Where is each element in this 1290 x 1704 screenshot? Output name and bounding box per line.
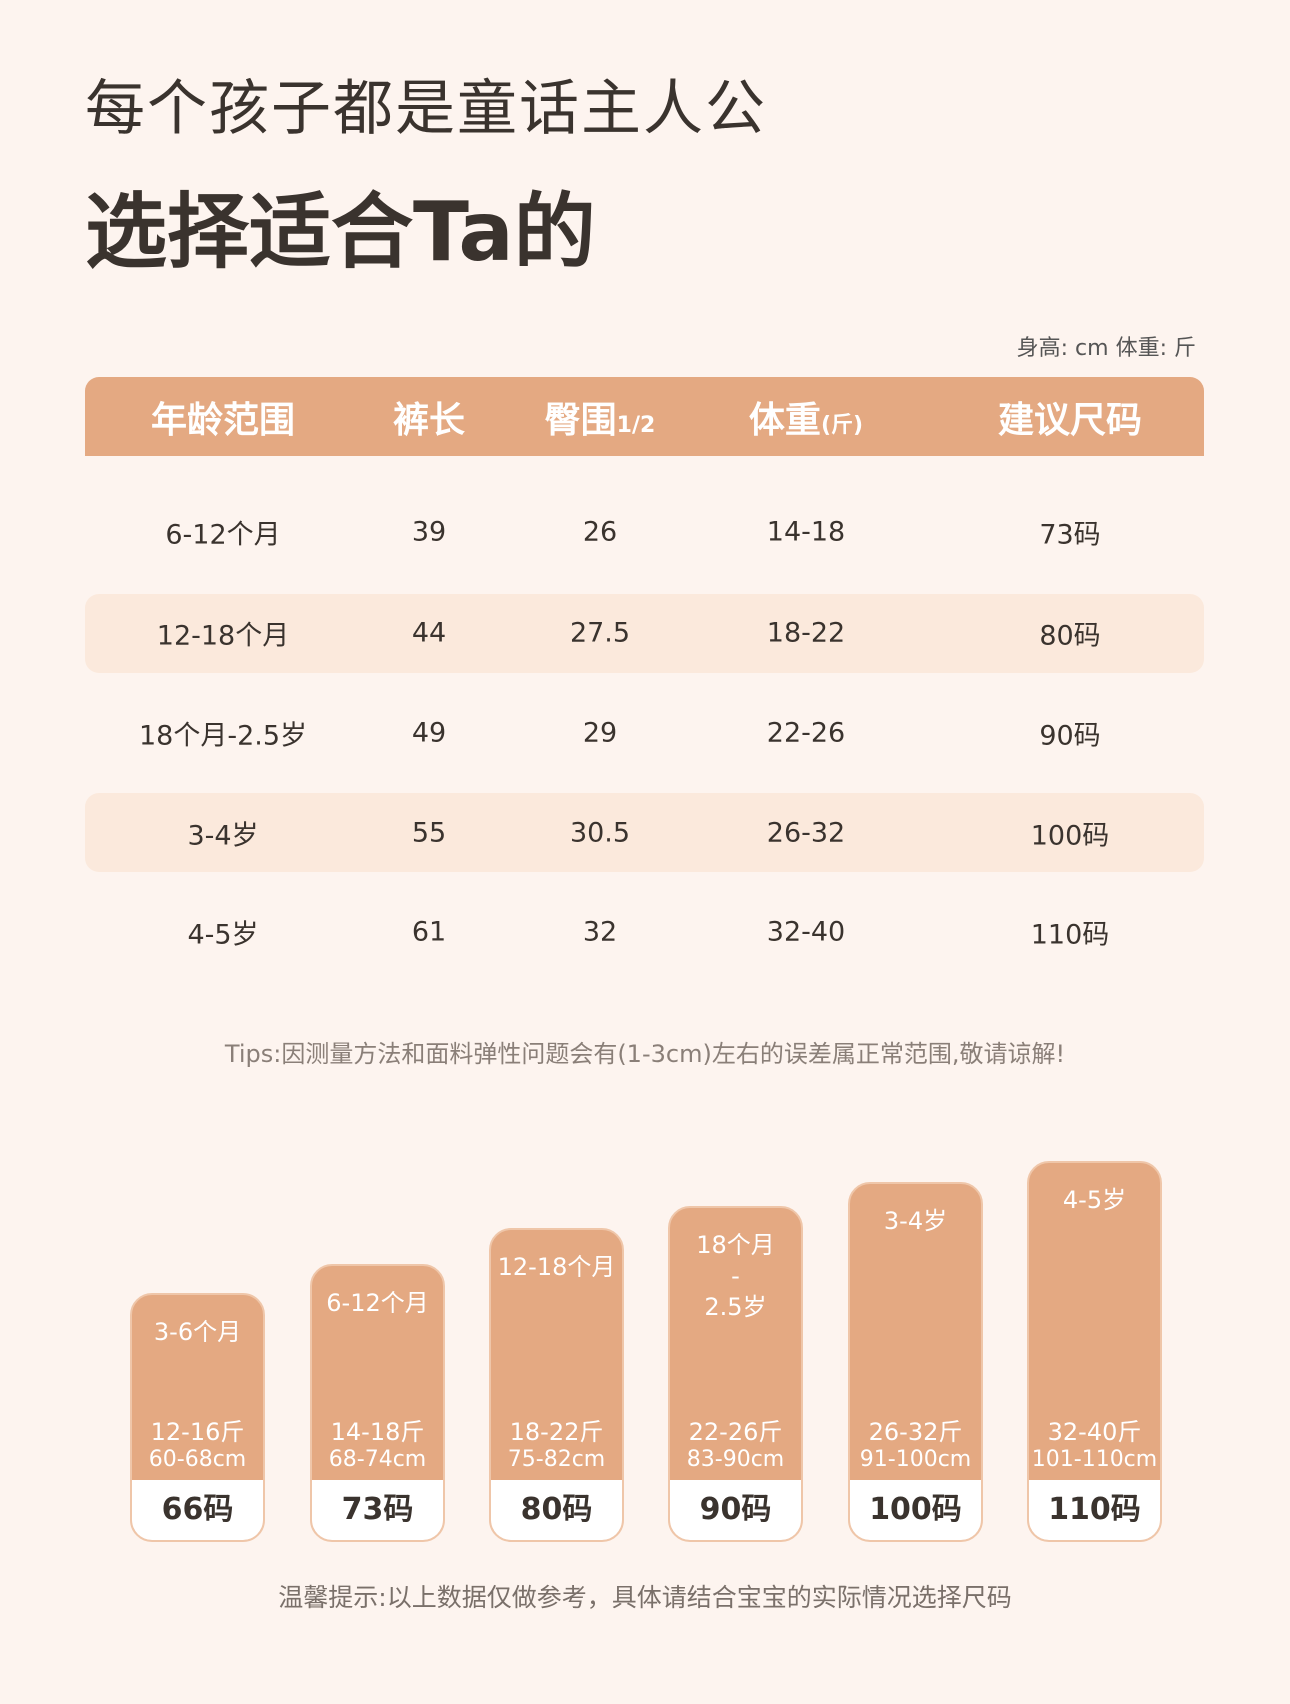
card-age: 18个月 - 2.5岁 [670,1230,801,1323]
card-age-line: 12-18个月 [497,1253,616,1281]
header-main: 裤长 [392,400,465,441]
table-cell: 44 [411,617,447,649]
card-weight: 32-40斤 [1047,1418,1142,1446]
title-line2: 选择适合Ta的 [85,185,596,280]
card-bottom: 22-26斤 83-90cm 90码 [670,1412,801,1540]
card-age: 6-12个月 [312,1288,443,1319]
table-cell: 14-18 [766,516,846,548]
header-cell: 年龄范围 [103,391,343,443]
footer: 温馨提示:以上数据仅做参考，具体请结合宝宝的实际情况选择尺码 [278,1583,1012,1612]
table-cell: 26 [582,516,618,548]
table-cell: 61 [411,916,447,948]
table-cell: 18个月-2.5岁 [138,720,308,752]
card-age-line: 3-4岁 [883,1207,948,1235]
header-cell: 臀围1/2 [480,391,720,443]
card-bottom: 26-32斤 91-100cm 100码 [850,1412,981,1540]
card-weight: 14-18斤 [330,1418,425,1446]
card-height: 68-74cm [328,1447,427,1472]
header-main: 建议尺码 [997,400,1142,441]
header-sub: 1/2 [616,413,656,438]
table-cell: 29 [582,717,618,749]
row-stripe [85,793,1204,872]
card-bottom: 14-18斤 68-74cm 73码 [312,1412,443,1540]
header-cell: 裤长 [309,391,549,443]
size-card: 3-4岁 26-32斤 91-100cm 100码 [848,1182,983,1542]
size-card: 18个月 - 2.5岁 22-26斤 83-90cm 90码 [668,1206,803,1542]
table-cell: 4-5岁 [187,919,259,951]
header-cell: 建议尺码 [950,391,1190,443]
card-height: 101-110cm [1031,1447,1158,1472]
card-age-line: 18个月 [696,1231,775,1259]
tips: Tips:因测量方法和面料弹性问题会有(1-3cm)左右的误差属正常范围,敬请谅… [224,1040,1066,1068]
table-cell: 73码 [1039,519,1101,551]
card-height: 91-100cm [859,1447,972,1472]
size-card: 6-12个月 14-18斤 68-74cm 73码 [310,1264,445,1542]
table-cell: 110码 [1030,919,1110,951]
table-cell: 32-40 [766,916,846,948]
card-age-line: 6-12个月 [326,1289,429,1317]
table-cell: 18-22 [766,617,846,649]
card-bottom: 32-40斤 101-110cm 110码 [1029,1412,1160,1540]
card-height: 75-82cm [507,1447,606,1472]
table-cell: 32 [582,916,618,948]
card-weight: 12-16斤 [150,1418,245,1446]
card-size: 73码 [312,1480,443,1540]
table-cell: 26-32 [766,817,846,849]
card-age-line: 3-6个月 [153,1318,242,1346]
title-line1: 每个孩子都是童话主人公 [85,74,767,144]
table-cell: 55 [411,817,447,849]
card-age-line: - [731,1262,740,1290]
header-main: 年龄范围 [150,400,295,441]
card-bottom: 18-22斤 75-82cm 80码 [491,1412,622,1540]
card-age: 3-4岁 [850,1206,981,1237]
card-weight: 22-26斤 [688,1418,783,1446]
header-cell: 体重(斤) [686,391,926,443]
table-cell: 22-26 [766,717,846,749]
card-size: 90码 [670,1480,801,1540]
table-cell: 39 [411,516,447,548]
table-cell: 30.5 [569,817,631,849]
table-cell: 49 [411,717,447,749]
card-weight: 26-32斤 [868,1418,963,1446]
table-cell: 90码 [1039,720,1101,752]
card-bottom: 12-16斤 60-68cm 66码 [132,1412,263,1540]
size-card: 4-5岁 32-40斤 101-110cm 110码 [1027,1161,1162,1542]
header-main: 体重 [748,400,821,441]
card-age-line: 2.5岁 [704,1293,767,1321]
card-size: 80码 [491,1480,622,1540]
card-age: 12-18个月 [491,1252,622,1283]
size-card: 12-18个月 18-22斤 75-82cm 80码 [489,1228,624,1542]
card-height: 60-68cm [148,1447,247,1472]
card-size: 66码 [132,1480,263,1540]
table-cell: 27.5 [569,617,631,649]
table-cell: 80码 [1039,620,1101,652]
card-age: 4-5岁 [1029,1185,1160,1216]
card-age-line: 4-5岁 [1062,1186,1127,1214]
table-header-bar [85,377,1204,456]
size-card: 3-6个月 12-16斤 60-68cm 66码 [130,1293,265,1542]
header-main: 臀围 [544,400,617,441]
header-sub: (斤) [820,413,864,438]
card-size: 110码 [1029,1480,1160,1540]
table-cell: 12-18个月 [156,620,290,652]
table-cell: 3-4岁 [187,820,259,852]
row-stripe [85,594,1204,673]
table-cell: 6-12个月 [165,519,281,551]
card-height: 83-90cm [686,1447,785,1472]
unit-note: 身高: cm 体重: 斤 [1016,336,1196,361]
card-weight: 18-22斤 [509,1418,604,1446]
card-size: 100码 [850,1480,981,1540]
table-cell: 100码 [1030,820,1110,852]
card-age: 3-6个月 [132,1317,263,1348]
